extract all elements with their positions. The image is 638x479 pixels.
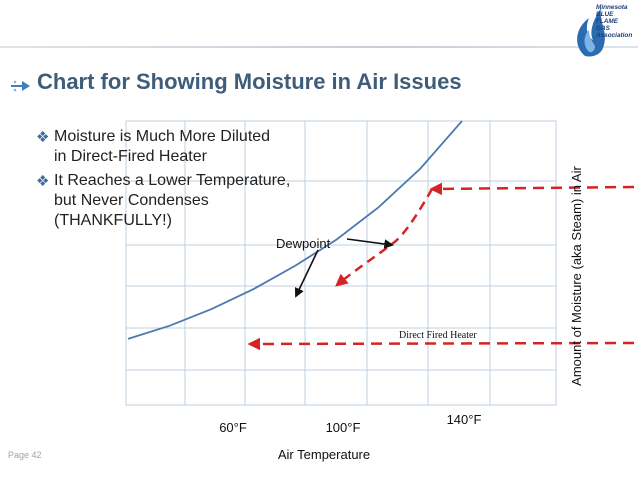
moisture-curve [127, 120, 463, 340]
header-rule [0, 46, 638, 48]
x-tick-label: 140°F [447, 412, 482, 427]
bullet-line: It Reaches a Lower Temperature, [54, 172, 291, 189]
x-tick-label: 100°F [326, 420, 361, 435]
bullet-line: Moisture is Much More Diluted [54, 128, 271, 145]
diamond-bullet-icon: ❖ [36, 129, 50, 146]
x-tick-label: 60°F [219, 420, 247, 435]
dewpoint-pointer-arrow [346, 238, 394, 249]
logo-flame-icon [577, 8, 605, 57]
diamond-bullet-icon: ❖ [36, 173, 50, 190]
dewpoint-pointer-arrow [294, 249, 319, 298]
y-axis-label: Amount of Moisture (aka Steam) in Air [569, 166, 584, 386]
bullet-item: ❖ Moisture is Much More Diluted in Direc… [34, 127, 290, 167]
bullet-line: (THANKFULLY!) [54, 212, 172, 229]
page-number: Page 42 [8, 450, 42, 460]
arrow-bullet-icon [11, 80, 30, 92]
bullet-list: ❖ Moisture is Much More Diluted in Direc… [34, 127, 290, 235]
bullet-item: ❖ It Reaches a Lower Temperature, but Ne… [34, 171, 290, 231]
page-title: Chart for Showing Moisture in Air Issues [37, 69, 462, 94]
x-axis-label: Air Temperature [278, 447, 370, 462]
moisture-level-arrow [429, 182, 635, 196]
bullet-line: but Never Condenses [54, 192, 209, 209]
bullet-line: in Direct-Fired Heater [54, 148, 207, 165]
direct-fired-heater-arrow [247, 337, 635, 351]
annotation-heater-label: Direct Fired Heater [399, 330, 477, 341]
logo-text: Minnesota BLUE FLAME GAS Association [596, 4, 633, 39]
plot-area [125, 120, 557, 406]
annotation-dewpoint-label: Dewpoint [276, 236, 331, 251]
